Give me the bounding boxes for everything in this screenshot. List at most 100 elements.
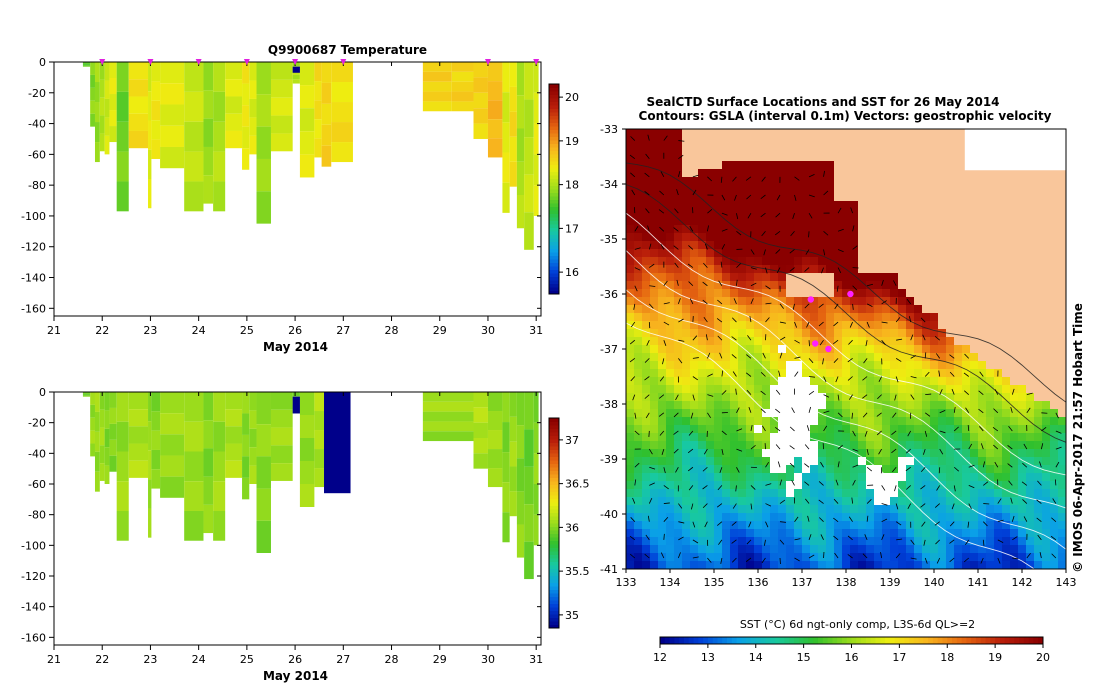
profile-cell	[99, 133, 105, 152]
sst-cell	[826, 169, 834, 177]
sst-cell	[842, 209, 850, 217]
sst-cell	[1042, 273, 1050, 281]
sst-cell	[826, 193, 834, 201]
sst-cell	[1034, 369, 1042, 377]
sst-cell	[906, 425, 914, 433]
sst-cell	[786, 417, 794, 425]
x-tick-label: 25	[240, 324, 254, 337]
profile-cell	[242, 392, 250, 414]
sst-cell	[802, 561, 810, 569]
sst-cell	[738, 257, 746, 265]
sst-cell	[818, 401, 826, 409]
sst-cell	[626, 457, 634, 465]
sst-cell	[1010, 505, 1018, 513]
sst-cell	[1018, 497, 1026, 505]
velocity-vector	[647, 225, 650, 232]
sst-cell	[730, 433, 738, 441]
sst-cell	[690, 313, 698, 321]
sst-cell	[746, 481, 754, 489]
sst-cell	[642, 161, 650, 169]
profile-cell	[203, 392, 214, 421]
velocity-vector	[721, 212, 728, 216]
sst-cell	[642, 361, 650, 369]
sst-cell	[746, 201, 754, 209]
sst-cell	[634, 385, 642, 393]
sst-cell	[826, 209, 834, 217]
sst-cell	[946, 505, 954, 513]
colorbar-segment	[549, 259, 559, 263]
sst-cell	[802, 417, 810, 425]
colorbar-segment	[549, 273, 559, 277]
sst-cell	[842, 481, 850, 489]
sst-cell	[1042, 177, 1050, 185]
sst-cell	[786, 489, 794, 497]
x-tick-label: 21	[47, 324, 61, 337]
sst-cell	[874, 449, 882, 457]
velocity-vector	[837, 444, 843, 450]
sst-cell	[818, 321, 826, 329]
sst-cell	[866, 377, 874, 385]
sst-cell	[826, 361, 834, 369]
sst-cell	[746, 513, 754, 521]
sst-cell	[778, 425, 786, 433]
sst-cell	[762, 529, 770, 537]
colorbar-segment	[731, 637, 738, 644]
sst-cell	[762, 281, 770, 289]
profile-cell	[292, 62, 300, 67]
sst-cell	[818, 177, 826, 185]
colorbar-tick-label: 12	[653, 651, 667, 664]
sst-cell	[634, 153, 642, 161]
velocity-vector	[748, 407, 752, 413]
sst-cell	[858, 369, 866, 377]
sst-cell	[690, 249, 698, 257]
sst-cell	[866, 241, 874, 249]
sst-cell	[946, 281, 954, 289]
sst-cell	[1018, 417, 1026, 425]
sst-cell	[682, 377, 690, 385]
sst-cell	[762, 161, 770, 169]
sst-cell	[874, 137, 882, 145]
colorbar-segment	[794, 637, 800, 644]
sst-cell	[642, 377, 650, 385]
sst-cell	[1058, 225, 1066, 233]
sst-cell	[674, 265, 682, 273]
sst-cell	[954, 281, 962, 289]
sst-cell	[1010, 345, 1018, 353]
sst-cell	[698, 425, 706, 433]
profile-cell	[109, 392, 117, 408]
sst-cell	[810, 305, 818, 313]
sst-cell	[778, 353, 786, 361]
sst-cell	[778, 321, 786, 329]
sst-cell	[706, 265, 714, 273]
colorbar-segment	[549, 439, 559, 443]
sst-cell	[1018, 457, 1026, 465]
velocity-vector	[791, 407, 795, 413]
sst-cell	[1018, 313, 1026, 321]
sst-cell	[650, 225, 658, 233]
sst-cell	[682, 249, 690, 257]
velocity-vector	[867, 283, 874, 287]
velocity-vector	[663, 533, 665, 540]
profile-cell	[99, 427, 105, 446]
sst-cell	[866, 457, 874, 465]
sst-cell	[994, 225, 1002, 233]
sst-cell	[1058, 449, 1066, 457]
sst-cell	[746, 177, 754, 185]
velocity-vector	[964, 353, 970, 359]
sst-cell	[706, 353, 714, 361]
profile-cell	[516, 425, 525, 459]
profile-cell	[487, 449, 503, 469]
y-tick-label: -60	[28, 478, 46, 491]
sst-cell	[722, 185, 730, 193]
sst-cell	[858, 473, 866, 481]
colorbar-tick-label: 36	[565, 521, 579, 534]
colorbar-segment	[549, 147, 559, 151]
sst-cell	[1042, 241, 1050, 249]
sst-cell	[794, 185, 802, 193]
sst-cell	[962, 257, 970, 265]
profile-cell	[321, 124, 332, 146]
profile-cell	[509, 136, 517, 162]
profile-cell	[151, 469, 161, 489]
sst-cell	[882, 305, 890, 313]
sst-cell	[706, 313, 714, 321]
